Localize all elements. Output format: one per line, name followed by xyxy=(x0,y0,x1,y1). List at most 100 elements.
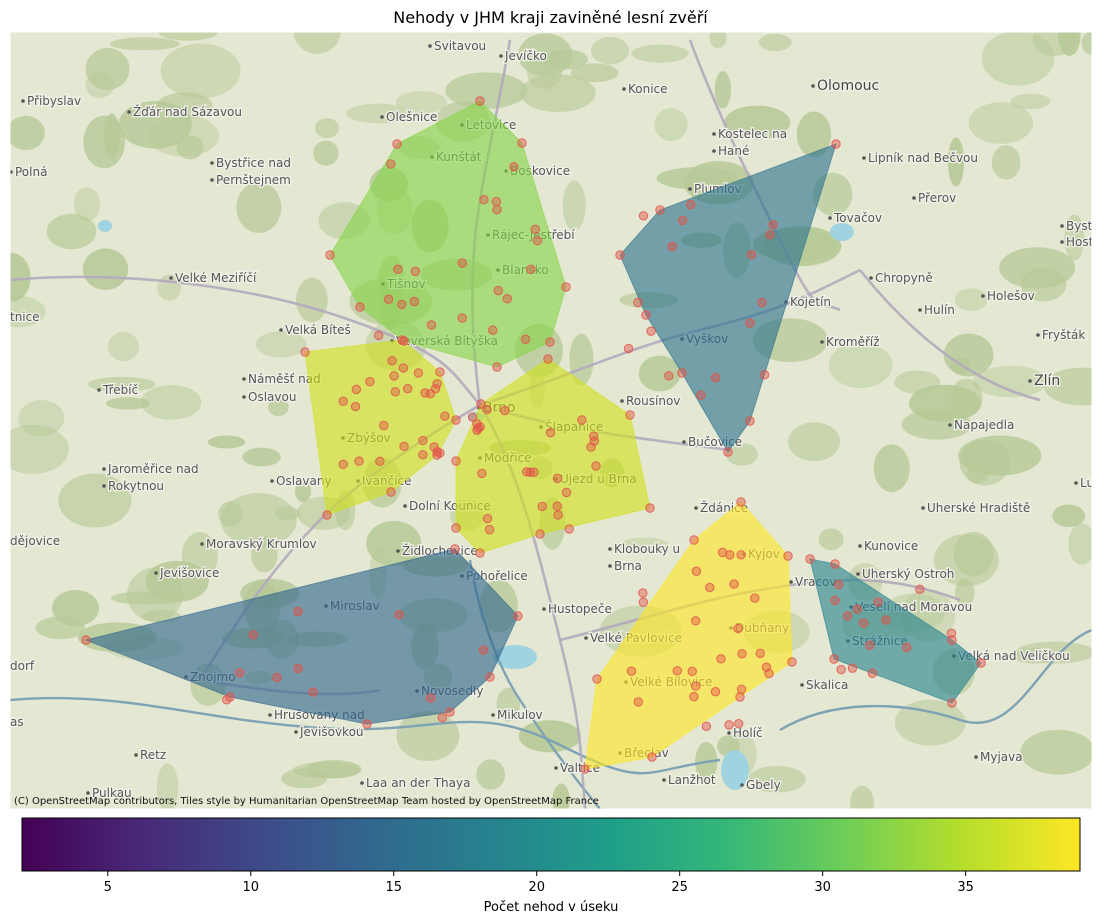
accident-point[interactable] xyxy=(522,467,532,477)
accident-point[interactable] xyxy=(338,459,348,470)
accident-point[interactable] xyxy=(842,611,853,621)
accident-point[interactable] xyxy=(418,450,428,460)
accident-point[interactable] xyxy=(736,497,746,507)
accident-point[interactable] xyxy=(552,473,563,484)
accident-point[interactable] xyxy=(502,293,512,304)
accident-point[interactable] xyxy=(764,668,774,679)
accident-point[interactable] xyxy=(723,447,733,457)
accident-point[interactable] xyxy=(647,752,657,762)
accident-point[interactable] xyxy=(638,588,648,598)
accident-point[interactable] xyxy=(409,296,420,307)
accident-point[interactable] xyxy=(293,606,303,617)
accident-point[interactable] xyxy=(435,448,445,458)
accident-point[interactable] xyxy=(432,379,442,389)
accident-point[interactable] xyxy=(553,510,563,520)
accident-point[interactable] xyxy=(440,411,450,421)
accident-point[interactable] xyxy=(783,551,793,561)
accident-point[interactable] xyxy=(552,501,562,511)
accident-point[interactable] xyxy=(664,371,674,381)
accident-point[interactable] xyxy=(710,686,721,697)
accident-point[interactable] xyxy=(354,456,364,466)
accident-point[interactable] xyxy=(696,390,706,400)
accident-point[interactable] xyxy=(375,456,385,467)
accident-point[interactable] xyxy=(858,618,869,628)
accident-point[interactable] xyxy=(350,401,361,412)
accident-point[interactable] xyxy=(833,579,844,590)
accident-point[interactable] xyxy=(429,442,439,452)
accident-point[interactable] xyxy=(221,695,232,705)
accident-point[interactable] xyxy=(457,258,468,268)
accident-point[interactable] xyxy=(765,230,775,240)
accident-point[interactable] xyxy=(537,501,547,512)
accident-point[interactable] xyxy=(393,264,403,274)
accident-point[interactable] xyxy=(736,550,746,560)
accident-point[interactable] xyxy=(641,310,651,320)
accident-point[interactable] xyxy=(426,320,437,330)
accident-point[interactable] xyxy=(830,559,840,569)
accident-point[interactable] xyxy=(457,313,467,323)
accident-point[interactable] xyxy=(482,404,492,415)
map-panel[interactable]: Svitavou Jevíčko Konice Olomouc Přibyslav Žďá… xyxy=(0,10,1101,818)
accident-point[interactable] xyxy=(724,720,734,730)
accident-point[interactable] xyxy=(976,658,986,668)
accident-point[interactable] xyxy=(873,597,883,607)
accident-point[interactable] xyxy=(847,663,858,673)
accident-point[interactable] xyxy=(689,691,699,702)
accident-point[interactable] xyxy=(488,325,498,335)
accident-point[interactable] xyxy=(526,264,536,274)
accident-point[interactable] xyxy=(517,138,527,148)
accident-point[interactable] xyxy=(476,399,486,409)
accident-point[interactable] xyxy=(397,299,407,310)
accident-point[interactable] xyxy=(645,503,655,513)
accident-point[interactable] xyxy=(520,334,531,345)
accident-point[interactable] xyxy=(389,371,399,381)
accident-point[interactable] xyxy=(351,384,361,395)
accident-point[interactable] xyxy=(545,427,556,438)
accident-point[interactable] xyxy=(545,337,555,347)
accident-point[interactable] xyxy=(379,420,389,431)
accident-point[interactable] xyxy=(451,523,461,533)
accident-point[interactable] xyxy=(403,383,413,394)
accident-point[interactable] xyxy=(691,681,701,691)
accident-point[interactable] xyxy=(710,373,721,383)
accident-point[interactable] xyxy=(757,297,767,308)
accident-point[interactable] xyxy=(633,297,643,308)
accident-point[interactable] xyxy=(586,442,596,452)
accident-point[interactable] xyxy=(677,368,687,378)
accident-point[interactable] xyxy=(829,654,839,664)
accident-point[interactable] xyxy=(852,604,863,614)
accident-point[interactable] xyxy=(477,468,487,479)
accident-point[interactable] xyxy=(272,672,282,683)
accident-section-polygon[interactable] xyxy=(455,358,651,554)
accident-point[interactable] xyxy=(365,377,375,387)
accident-point[interactable] xyxy=(450,544,460,554)
accident-point[interactable] xyxy=(750,593,760,603)
accident-point[interactable] xyxy=(729,579,739,589)
accident-point[interactable] xyxy=(867,668,878,678)
accident-point[interactable] xyxy=(491,196,502,207)
accident-point[interactable] xyxy=(655,205,665,215)
accident-point[interactable] xyxy=(234,668,245,678)
accident-point[interactable] xyxy=(478,645,489,655)
accident-point[interactable] xyxy=(373,330,384,341)
accident-point[interactable] xyxy=(387,356,397,366)
accident-point[interactable] xyxy=(397,335,407,345)
accident-point[interactable] xyxy=(735,692,745,702)
accident-point[interactable] xyxy=(623,343,634,354)
accident-point[interactable] xyxy=(733,718,744,729)
accident-point[interactable] xyxy=(492,204,502,215)
accident-point[interactable] xyxy=(530,224,541,235)
accident-point[interactable] xyxy=(482,513,493,524)
accident-point[interactable] xyxy=(705,582,715,593)
accident-point[interactable] xyxy=(589,431,599,441)
accident-point[interactable] xyxy=(398,363,409,373)
accident-point[interactable] xyxy=(355,302,365,312)
accident-point[interactable] xyxy=(947,635,957,645)
accident-point[interactable] xyxy=(437,713,447,723)
accident-point[interactable] xyxy=(561,487,572,498)
accident-point[interactable] xyxy=(484,524,495,535)
accident-point[interactable] xyxy=(532,235,543,246)
accident-point[interactable] xyxy=(392,139,402,149)
accident-point[interactable] xyxy=(633,697,644,707)
accident-point[interactable] xyxy=(701,721,712,731)
